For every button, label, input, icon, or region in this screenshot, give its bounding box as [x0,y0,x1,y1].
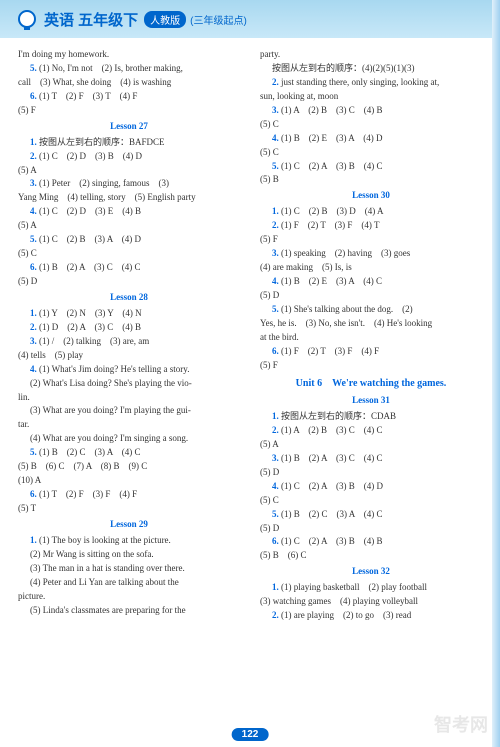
answer-line: 1. (1) Y (2) N (3) Y (4) N [18,307,240,321]
answer-line: 1. (1) playing basketball (2) play footb… [260,581,482,595]
answer-line: (3) watching games (4) playing volleybal… [260,595,482,609]
answer-line: (4) What are you doing? I'm singing a so… [18,432,240,446]
answer-line: 6. (1) T (2) F (3) T (4) F [18,90,240,104]
right-border [492,0,500,747]
answer-line: (5) B (6) C (7) A (8) B (9) C [18,460,240,474]
answer-line: Yang Ming (4) telling, story (5) English… [18,191,240,205]
answer-line: (4) Peter and Li Yan are talking about t… [18,576,240,590]
content-area: I'm doing my homework.5. (1) No, I'm not… [0,38,500,631]
answer-line: 4. (1) C (2) D (3) E (4) B [18,205,240,219]
header-sub: (三年级起点) [190,12,247,27]
lesson-heading: Lesson 32 [260,565,482,579]
answer-line: (5) C [260,118,482,132]
answer-line: (5) D [18,275,240,289]
answer-line: (4) are making (5) Is, is [260,261,482,275]
answer-line: (5) C [260,494,482,508]
answer-line: 3. (1) A (2) B (3) C (4) B [260,104,482,118]
answer-line: (5) B (6) C [260,549,482,563]
answer-line: 按图从左到右的顺序：(4)(2)(5)(1)(3) [260,62,482,76]
answer-line: (10) A [18,474,240,488]
answer-line: 6. (1) C (2) A (3) B (4) B [260,535,482,549]
answer-line: (5) A [18,164,240,178]
watermark: 智考网 [434,711,488,737]
answer-line: 4. (1) B (2) E (3) A (4) D [260,132,482,146]
left-column: I'm doing my homework.5. (1) No, I'm not… [18,48,250,623]
answer-line: (4) tells (5) play [18,349,240,363]
answer-line: 6. (1) T (2) F (3) F (4) F [18,488,240,502]
answer-line: 5. (1) She's talking about the dog. (2) [260,303,482,317]
answer-line: 6. (1) F (2) T (3) F (4) F [260,345,482,359]
answer-line: 4. (1) C (2) A (3) B (4) D [260,480,482,494]
answer-line: 5. (1) C (2) A (3) B (4) C [260,160,482,174]
answer-line: (5) D [260,289,482,303]
lesson-heading: Lesson 30 [260,189,482,203]
answer-line: (5) Linda's classmates are preparing for… [18,604,240,618]
answer-line: 1. 按图从左到右的顺序：BAFDCE [18,136,240,150]
answer-line: party. [260,48,482,62]
answer-line: 4. (1) B (2) E (3) A (4) C [260,275,482,289]
answer-line: 3. (1) B (2) A (3) C (4) C [260,452,482,466]
answer-line: (5) T [18,502,240,516]
answer-line: tar. [18,418,240,432]
answer-line: (5) A [260,438,482,452]
answer-line: 1. 按图从左到右的顺序：CDAB [260,410,482,424]
answer-line: sun, looking at, moon [260,90,482,104]
answer-line: lin. [18,391,240,405]
answer-line: call (3) What, she doing (4) is washing [18,76,240,90]
answer-line: (5) C [18,247,240,261]
answer-line: (2) Mr Wang is sitting on the sofa. [18,548,240,562]
right-column: party.按图从左到右的顺序：(4)(2)(5)(1)(3)2. just s… [250,48,482,623]
answer-line: 2. (1) A (2) B (3) C (4) C [260,424,482,438]
answer-line: (5) F [260,233,482,247]
header-title: 英语 五年级下 [44,9,138,30]
answer-line: 5. (1) C (2) B (3) A (4) D [18,233,240,247]
answer-line: 3. (1) Peter (2) singing, famous (3) [18,177,240,191]
answer-line: (5) D [260,522,482,536]
answer-line: 2. just standing there, only singing, lo… [260,76,482,90]
page-header: 英语 五年级下 人教版 (三年级起点) [0,0,500,38]
answer-line: 2. (1) C (2) D (3) B (4) D [18,150,240,164]
answer-line: (3) The man in a hat is standing over th… [18,562,240,576]
answer-line: (5) D [260,466,482,480]
bulb-icon [18,10,36,28]
unit-heading: Unit 6 We're watching the games. [260,376,482,392]
answer-line: (5) F [18,104,240,118]
answer-line: (5) C [260,146,482,160]
answer-line: 2. (1) are playing (2) to go (3) read [260,609,482,623]
answer-line: 6. (1) B (2) A (3) C (4) C [18,261,240,275]
answer-line: 2. (1) F (2) T (3) F (4) T [260,219,482,233]
answer-line: 3. (1) speaking (2) having (3) goes [260,247,482,261]
header-badge: 人教版 [144,11,186,28]
answer-line: 2. (1) D (2) A (3) C (4) B [18,321,240,335]
answer-line: picture. [18,590,240,604]
answer-line: 3. (1) / (2) talking (3) are, am [18,335,240,349]
answer-line: (5) A [18,219,240,233]
lesson-heading: Lesson 29 [18,518,240,532]
answer-line: (2) What's Lisa doing? She's playing the… [18,377,240,391]
answer-line: (5) F [260,359,482,373]
answer-line: 5. (1) B (2) C (3) A (4) C [260,508,482,522]
lesson-heading: Lesson 28 [18,291,240,305]
answer-line: Yes, he is. (3) No, she isn't. (4) He's … [260,317,482,331]
page-number: 122 [232,728,269,741]
answer-line: 5. (1) No, I'm not (2) Is, brother makin… [18,62,240,76]
answer-line: 5. (1) B (2) C (3) A (4) C [18,446,240,460]
answer-line: I'm doing my homework. [18,48,240,62]
answer-line: (5) B [260,173,482,187]
lesson-heading: Lesson 31 [260,394,482,408]
answer-line: (3) What are you doing? I'm playing the … [18,404,240,418]
answer-line: at the bird. [260,331,482,345]
answer-line: 1. (1) The boy is looking at the picture… [18,534,240,548]
answer-line: 1. (1) C (2) B (3) D (4) A [260,205,482,219]
lesson-heading: Lesson 27 [18,120,240,134]
answer-line: 4. (1) What's Jim doing? He's telling a … [18,363,240,377]
